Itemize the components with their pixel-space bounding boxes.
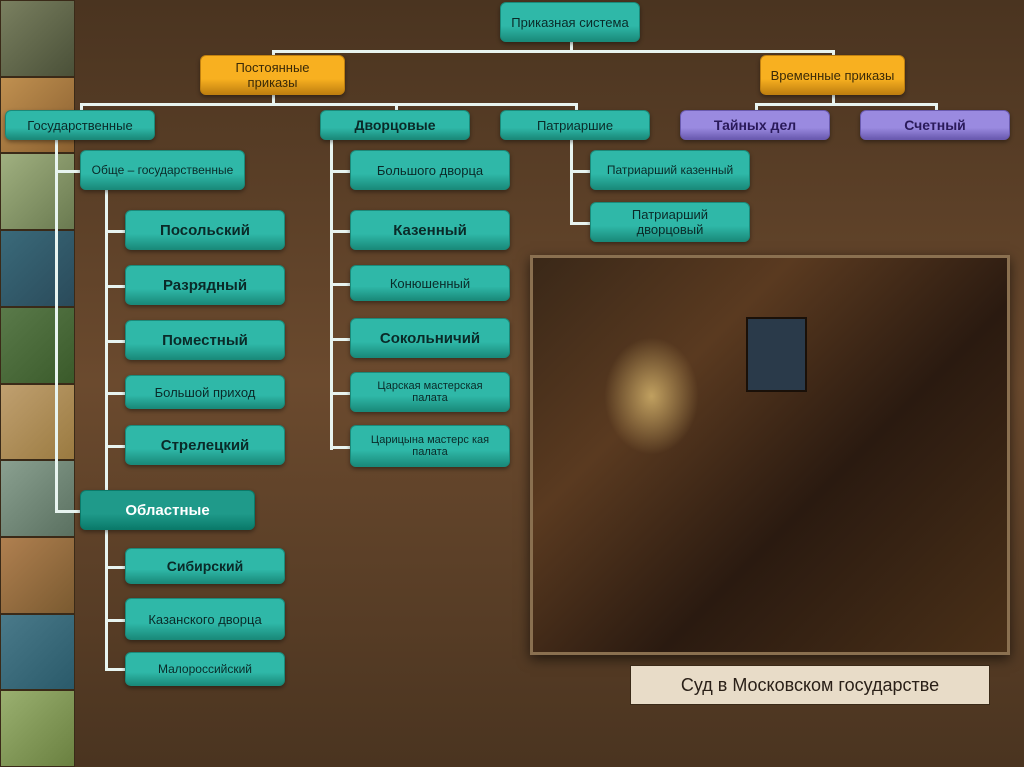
tile bbox=[0, 0, 75, 77]
connector bbox=[330, 170, 350, 173]
node-state: Государственные bbox=[5, 110, 155, 140]
node-account: Счетный bbox=[860, 110, 1010, 140]
connector bbox=[330, 338, 350, 341]
node-patri: Патриаршие bbox=[500, 110, 650, 140]
tile bbox=[0, 614, 75, 691]
connector bbox=[832, 95, 835, 103]
tile bbox=[0, 460, 75, 537]
node-sokol: Сокольничий bbox=[350, 318, 510, 358]
connector bbox=[105, 566, 125, 569]
node-perm: Постоянные приказы bbox=[200, 55, 345, 95]
connector bbox=[55, 170, 80, 173]
connector bbox=[105, 285, 125, 288]
tile bbox=[0, 230, 75, 307]
connector bbox=[105, 340, 125, 343]
connector bbox=[80, 103, 575, 106]
org-chart-diagram: Приказная система Постоянные приказы Време… bbox=[75, 0, 1024, 767]
connector bbox=[330, 392, 350, 395]
node-patdvor: Патриарший дворцовый bbox=[590, 202, 750, 242]
node-konush: Конюшенный bbox=[350, 265, 510, 301]
node-tsarmast: Царская мастерская палата bbox=[350, 372, 510, 412]
connector bbox=[570, 222, 590, 225]
node-posol: Посольский bbox=[125, 210, 285, 250]
node-razr: Разрядный bbox=[125, 265, 285, 305]
connector bbox=[55, 140, 58, 510]
node-bigpal: Большого дворца bbox=[350, 150, 510, 190]
node-palace: Дворцовые bbox=[320, 110, 470, 140]
tile bbox=[0, 384, 75, 461]
tile bbox=[0, 153, 75, 230]
painting-court-moscow-state bbox=[530, 255, 1010, 655]
connector bbox=[105, 619, 125, 622]
connector bbox=[272, 50, 833, 53]
connector bbox=[330, 446, 350, 449]
connector bbox=[330, 230, 350, 233]
connector bbox=[55, 510, 80, 513]
node-kazen: Казенный bbox=[350, 210, 510, 250]
tile bbox=[0, 690, 75, 767]
tile bbox=[0, 537, 75, 614]
connector bbox=[272, 95, 275, 103]
node-patkaz: Патриарший казенный bbox=[590, 150, 750, 190]
connector bbox=[570, 170, 590, 173]
node-maloros: Малороссийский bbox=[125, 652, 285, 686]
connector bbox=[105, 230, 125, 233]
node-root: Приказная система bbox=[500, 2, 640, 42]
node-genstate: Обще – государственные bbox=[80, 150, 245, 190]
node-temp: Временные приказы bbox=[760, 55, 905, 95]
node-kazan: Казанского дворца bbox=[125, 598, 285, 640]
connector bbox=[330, 140, 333, 450]
connector bbox=[330, 283, 350, 286]
node-bigpar: Большой приход bbox=[125, 375, 285, 409]
connector bbox=[105, 392, 125, 395]
connector bbox=[105, 190, 108, 670]
node-tsaritsa: Царицына мастерс кая палата bbox=[350, 425, 510, 467]
connector bbox=[105, 668, 125, 671]
painting-caption: Суд в Московском государстве bbox=[630, 665, 990, 705]
node-secret: Тайных дел bbox=[680, 110, 830, 140]
node-sibir: Сибирский bbox=[125, 548, 285, 584]
connector bbox=[570, 140, 573, 225]
node-strel: Стрелецкий bbox=[125, 425, 285, 465]
connector bbox=[570, 42, 573, 50]
connector bbox=[755, 103, 935, 106]
node-pomest: Поместный bbox=[125, 320, 285, 360]
node-oblast: Областные bbox=[80, 490, 255, 530]
tile bbox=[0, 307, 75, 384]
connector bbox=[105, 445, 125, 448]
